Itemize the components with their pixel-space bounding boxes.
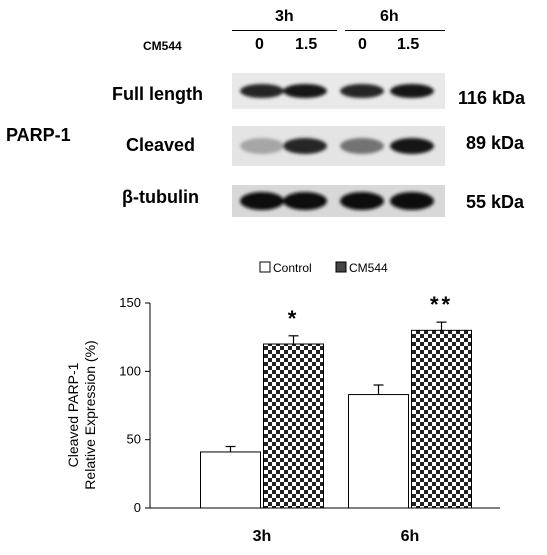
bar-chart: 0 50 100 150 Cleaved PARP-1Relative Expressi… (0, 250, 547, 550)
bar-cm544-6h (411, 329, 472, 509)
blot-band (340, 192, 384, 210)
dose-label: 1.5 (397, 36, 420, 53)
bar-control-6h (348, 394, 409, 509)
dose-label: 0 (358, 36, 367, 53)
blot-band (283, 84, 327, 98)
bar-cm544-3h (263, 343, 324, 509)
band-label-tubulin: β-tubulin (122, 187, 199, 207)
significance-mark: ** (430, 292, 453, 317)
blot-band (390, 138, 434, 154)
kda-label-116: 116 kDa (458, 88, 526, 108)
blot-band (390, 192, 434, 210)
x-category-label: 6h (401, 528, 420, 545)
kda-label-55: 55 kDa (466, 192, 525, 212)
y-tick-label: 0 (134, 500, 141, 515)
dose-label: 1.5 (295, 36, 318, 53)
protein-label: PARP-1 (6, 125, 71, 145)
legend-label-cm544: CM544 (349, 261, 388, 275)
blot-band (240, 84, 284, 98)
blot-band (283, 138, 327, 154)
blot-image (232, 73, 445, 217)
time-label-3h: 3h (275, 8, 294, 25)
legend-label-control: Control (273, 261, 312, 275)
time-underline-6h (345, 30, 445, 31)
band-label-full-length: Full length (112, 84, 203, 104)
blot-band (340, 84, 384, 98)
band-label-cleaved: Cleaved (126, 135, 196, 155)
y-tick-label: 150 (119, 295, 141, 310)
time-label-6h: 6h (380, 8, 399, 25)
y-tick-label: 100 (119, 363, 141, 378)
treatment-label: CM544 (143, 39, 182, 53)
blot-band (390, 84, 434, 98)
x-category-label: 3h (253, 528, 272, 545)
western-blot-panel: 3h 6h CM544 0 1.5 0 1.5 PARP-1 Full leng… (0, 0, 547, 230)
blot-band (283, 192, 327, 210)
legend-swatch-cm544 (335, 261, 347, 273)
bar-control-3h (200, 451, 261, 509)
y-tick-label: 50 (127, 432, 141, 447)
time-underline-3h (232, 30, 337, 31)
blot-band (340, 138, 384, 154)
significance-mark: * (288, 306, 300, 331)
blot-band (240, 192, 284, 210)
dose-label: 0 (255, 36, 264, 53)
y-axis-label: Cleaved PARP-1Relative Expression (%) (65, 340, 98, 489)
blot-band (240, 138, 284, 154)
kda-label-89: 89 kDa (466, 133, 525, 153)
bar-chart-svg: 0 50 100 150 Cleaved PARP-1Relative Expressi… (65, 261, 500, 545)
legend-swatch-control (259, 261, 271, 273)
